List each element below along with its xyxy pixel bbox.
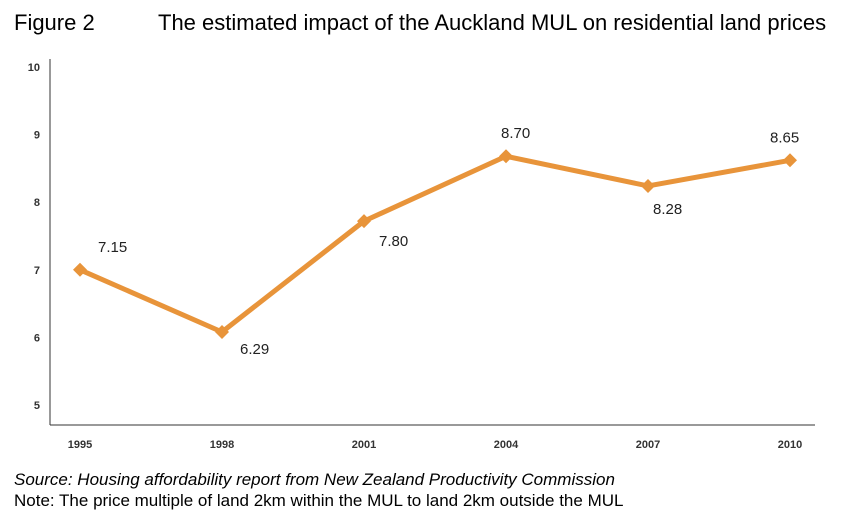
- y-tick-label: 5: [34, 400, 40, 412]
- data-point: [357, 214, 371, 229]
- x-tick-label: 2001: [352, 439, 376, 451]
- figure-label: Figure 2: [14, 10, 95, 35]
- data-labels: 7.15 6.29 7.80 8.70 8.28 8.65: [98, 125, 799, 358]
- y-tick-label: 8: [34, 197, 40, 209]
- y-tick-label: 9: [34, 130, 40, 142]
- data-label: 6.29: [240, 341, 269, 358]
- y-tick-label: 7: [34, 265, 40, 277]
- data-label: 7.80: [379, 233, 408, 250]
- y-tick-label: 6: [34, 332, 40, 344]
- x-tick-label: 2004: [494, 439, 519, 451]
- series-line: [78, 153, 791, 335]
- data-point: [73, 262, 87, 277]
- data-point: [641, 178, 655, 193]
- data-label: 8.28: [653, 201, 682, 218]
- data-label: 8.65: [770, 129, 799, 146]
- x-tick-label: 1995: [68, 439, 92, 451]
- y-tick-label: 10: [28, 62, 40, 74]
- chart-axes: [49, 59, 815, 426]
- x-axis-ticks: 1995 1998 2001 2004 2007 2010: [68, 439, 802, 451]
- footnote: Note: The price multiple of land 2km wit…: [14, 491, 624, 510]
- data-point: [499, 149, 513, 164]
- y-axis-ticks: 5 6 7 8 9 10: [28, 62, 40, 412]
- data-label: 7.15: [98, 239, 127, 256]
- source-note: Source: Housing affordability report fro…: [14, 470, 615, 489]
- chart-series: [73, 149, 797, 339]
- data-label: 8.70: [501, 125, 530, 142]
- line-chart: 5 6 7 8 9 10 1995 1998 2001 2004 2007 2010 7.15 6.2…: [28, 59, 815, 451]
- data-point: [215, 324, 229, 339]
- data-point: [783, 153, 797, 168]
- x-tick-label: 2010: [778, 439, 802, 451]
- x-tick-label: 1998: [210, 439, 234, 451]
- figure-title: The estimated impact of the Auckland MUL…: [158, 10, 827, 35]
- x-tick-label: 2007: [636, 439, 660, 451]
